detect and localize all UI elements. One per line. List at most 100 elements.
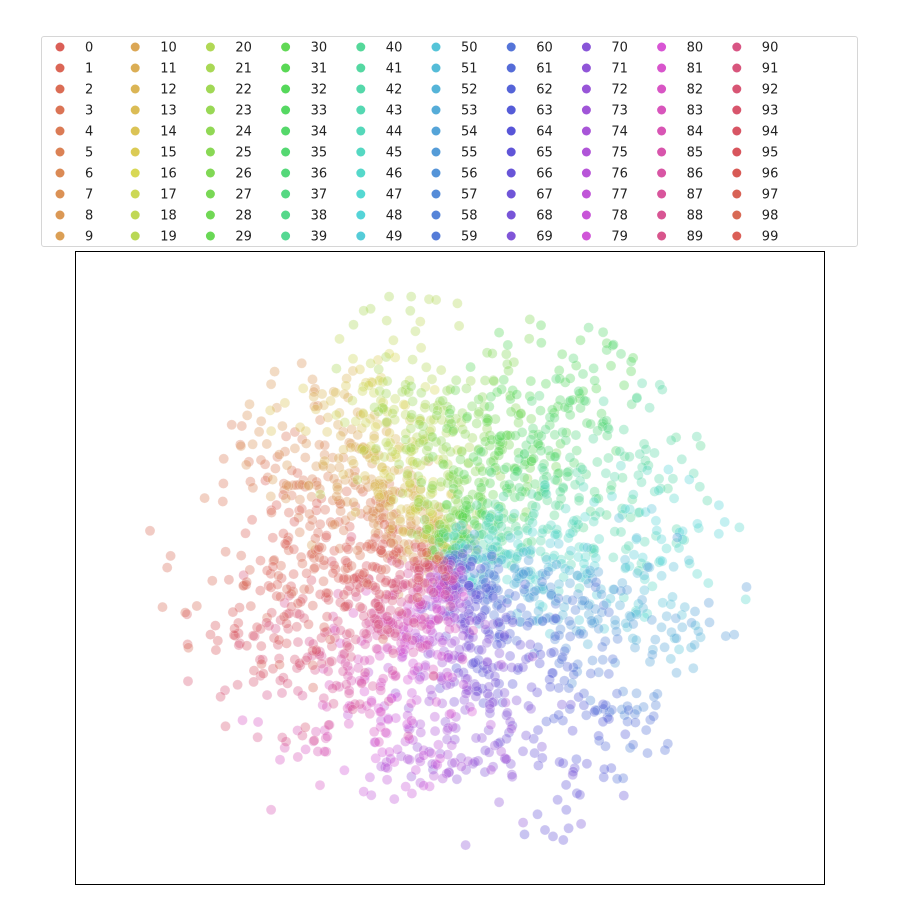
legend-marker-40 — [356, 42, 366, 52]
point — [382, 762, 393, 774]
point — [421, 550, 433, 561]
legend-item-46: 46 — [356, 167, 402, 182]
point — [471, 418, 483, 429]
point — [544, 537, 556, 549]
legend-marker-53 — [431, 105, 441, 115]
legend-label-44: 44 — [386, 125, 403, 140]
point — [484, 512, 495, 524]
legend-label-27: 27 — [235, 188, 252, 203]
point — [283, 532, 294, 543]
point — [388, 404, 400, 415]
point — [442, 469, 454, 481]
point — [434, 682, 446, 694]
point — [467, 631, 479, 643]
point — [354, 549, 366, 561]
point — [429, 552, 440, 564]
point — [691, 568, 703, 580]
point — [442, 559, 453, 571]
point — [556, 699, 568, 710]
point — [433, 536, 445, 548]
point — [470, 691, 482, 702]
point — [531, 615, 543, 627]
point — [495, 554, 507, 566]
point — [381, 642, 393, 653]
point — [639, 584, 650, 596]
point — [673, 542, 685, 554]
point — [461, 473, 473, 485]
point — [306, 491, 317, 503]
point — [369, 736, 381, 748]
point — [641, 560, 652, 572]
point — [684, 558, 695, 569]
point — [572, 570, 583, 581]
point — [446, 554, 458, 565]
point — [598, 599, 610, 611]
point — [331, 363, 342, 374]
legend-label-22: 22 — [235, 83, 252, 98]
point — [407, 483, 419, 494]
point — [563, 822, 574, 834]
point — [413, 572, 424, 583]
point — [575, 402, 586, 414]
point — [423, 695, 435, 707]
point — [319, 439, 331, 451]
point — [525, 703, 537, 715]
point — [544, 674, 555, 685]
point — [269, 366, 280, 377]
point — [436, 636, 448, 648]
point — [452, 444, 463, 456]
point — [441, 427, 452, 439]
point — [564, 395, 576, 406]
point — [459, 540, 471, 552]
point — [541, 471, 552, 482]
point — [498, 464, 510, 475]
point — [442, 477, 453, 489]
point — [372, 354, 384, 366]
point — [346, 455, 358, 466]
point — [374, 475, 386, 486]
point — [539, 824, 551, 836]
point — [589, 544, 600, 555]
legend-item-11: 11 — [130, 62, 177, 77]
point — [605, 484, 617, 496]
point — [304, 520, 316, 532]
point — [668, 561, 679, 573]
point — [494, 440, 505, 451]
point — [422, 577, 434, 589]
point — [588, 363, 599, 374]
point — [356, 677, 367, 689]
point — [466, 575, 478, 587]
point — [630, 717, 641, 728]
point — [409, 618, 421, 629]
point — [498, 661, 509, 673]
point — [564, 577, 576, 589]
legend-label-94: 94 — [762, 125, 779, 140]
point — [438, 552, 450, 563]
point — [502, 593, 513, 605]
point — [605, 593, 616, 604]
point — [220, 720, 231, 732]
point — [492, 557, 504, 568]
point — [692, 518, 703, 530]
point — [438, 579, 449, 591]
point — [425, 540, 437, 552]
point — [292, 636, 304, 648]
legend-label-82: 82 — [687, 83, 704, 98]
point — [512, 525, 524, 537]
point — [412, 741, 423, 753]
series-73 — [397, 559, 473, 709]
point — [435, 481, 446, 492]
point — [356, 443, 368, 455]
point — [417, 540, 429, 552]
legend-item-98: 98 — [732, 209, 778, 224]
point — [492, 616, 504, 628]
point — [507, 678, 518, 690]
legend-item-6: 6 — [55, 167, 93, 182]
point — [474, 589, 486, 601]
point — [429, 499, 440, 511]
point — [380, 464, 392, 476]
point — [457, 510, 469, 522]
point — [483, 691, 495, 702]
point — [609, 657, 621, 669]
point — [356, 676, 367, 688]
